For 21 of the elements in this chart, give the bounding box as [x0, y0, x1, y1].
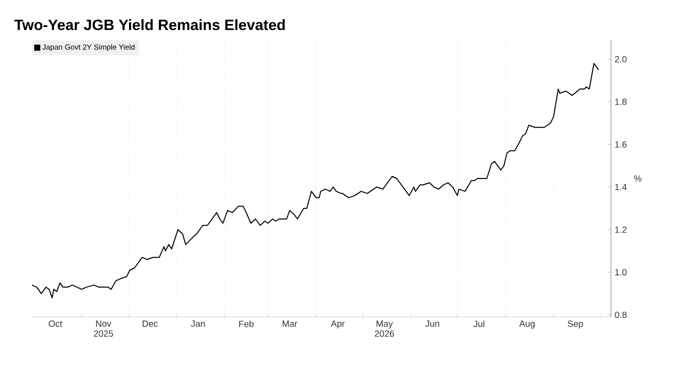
x-tick-label: Jan — [191, 320, 205, 327]
y-tick-label: 1.6 — [615, 141, 627, 148]
y-tick-label: 0.8 — [614, 312, 627, 318]
y-tick-label: 2.0 — [614, 56, 627, 62]
x-tick-label: Aug — [519, 320, 535, 329]
x-tick-label: May 2026 — [374, 320, 394, 337]
x-tick-label: Jul — [473, 320, 484, 328]
x-tick-label: Nov 2025 — [94, 320, 114, 337]
x-tick-label: Mar — [282, 320, 298, 327]
y-tick-label: 1.2 — [615, 226, 627, 233]
y-tick-label: 1.8 — [615, 98, 627, 105]
y-tick-label: 1.4 — [615, 184, 627, 190]
x-tick-label: Apr — [330, 320, 345, 329]
x-tick-label: Jun — [425, 320, 440, 327]
y-tick-label: 1.0 — [615, 269, 627, 276]
x-tick-label: Dec — [142, 320, 158, 327]
y-axis-title: % — [634, 175, 642, 182]
chart-title: Two-Year JGB Yield Remains Elevated — [14, 19, 285, 30]
x-tick-label: Feb — [239, 320, 254, 328]
x-tick-label: Sep — [568, 320, 583, 329]
x-tick-label: Oct — [48, 320, 62, 327]
